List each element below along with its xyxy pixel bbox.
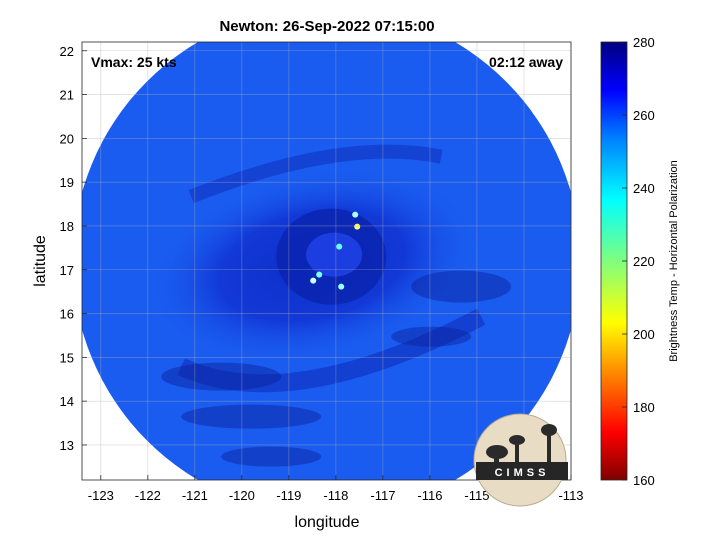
y-tick-label: 19 [60, 175, 74, 190]
convective-spot [338, 283, 345, 290]
y-tick-label: 20 [60, 131, 74, 146]
cloud-patch [411, 270, 512, 303]
y-tick-label: 22 [60, 44, 74, 59]
x-axis-label: longitude [295, 514, 360, 531]
vmax-annotation: Vmax: 25 kts [91, 54, 177, 70]
cimss-logo: CIMSS [473, 413, 568, 507]
colorbar-tick-label: 240 [633, 181, 655, 196]
colorbar-tick-label: 160 [633, 473, 655, 488]
y-tick-label: 16 [60, 307, 74, 322]
x-tick-label: -120 [229, 488, 255, 503]
y-tick-label: 17 [60, 263, 74, 278]
convective-spot [352, 211, 359, 218]
rain-band [188, 144, 443, 204]
cloud-patch [181, 404, 322, 429]
cloud-patch [221, 446, 322, 467]
x-tick-label: -121 [182, 488, 208, 503]
x-axis-ticks: -123-122-121-120-119-118-117-116-115-114… [88, 475, 584, 503]
y-tick-label: 21 [60, 88, 74, 103]
x-tick-label: -113 [558, 488, 583, 503]
cloud-patch [391, 326, 472, 347]
colorbar-tick-label: 280 [633, 35, 655, 50]
x-tick-label: -122 [135, 488, 161, 503]
colorbar-tick-label: 180 [633, 400, 655, 415]
y-tick-label: 13 [60, 438, 74, 453]
cloud-patch [161, 362, 282, 391]
x-tick-label: -117 [370, 488, 395, 503]
y-tick-label: 18 [60, 219, 74, 234]
colorbar-ticks: 160 180 200 220 240 260 280 [622, 35, 655, 488]
rain-band [177, 308, 486, 393]
storm-eye [306, 232, 363, 277]
axes-box [81, 41, 572, 481]
y-axis-label: latitude [32, 235, 49, 287]
convective-spot [316, 271, 323, 278]
chart-title: Newton: 26-Sep-2022 07:15:00 [219, 18, 434, 35]
x-tick-label: -115 [464, 488, 489, 503]
y-tick-label: 15 [60, 350, 74, 365]
logo-text: CIMSS [495, 467, 550, 479]
y-axis-ticks: 13 14 15 16 17 18 19 20 21 22 [60, 44, 87, 453]
colorbar-tick-label: 260 [633, 108, 655, 123]
colorbar-label: Brightness Temp - Horizontal Polarizatio… [668, 160, 680, 362]
colorbar-tick-label: 200 [633, 327, 655, 342]
convective-spot [336, 243, 343, 250]
convective-spot [310, 277, 317, 284]
swath-layer [82, 42, 571, 480]
x-tick-label: -116 [417, 488, 442, 503]
y-tick-label: 14 [60, 394, 74, 409]
colorbar-tick-label: 220 [633, 254, 655, 269]
convective-spot [354, 223, 361, 230]
x-tick-label: -118 [323, 488, 348, 503]
time-away-annotation: 02:12 away [489, 54, 563, 70]
x-tick-label: -123 [88, 488, 114, 503]
x-tick-label: -119 [276, 488, 301, 503]
